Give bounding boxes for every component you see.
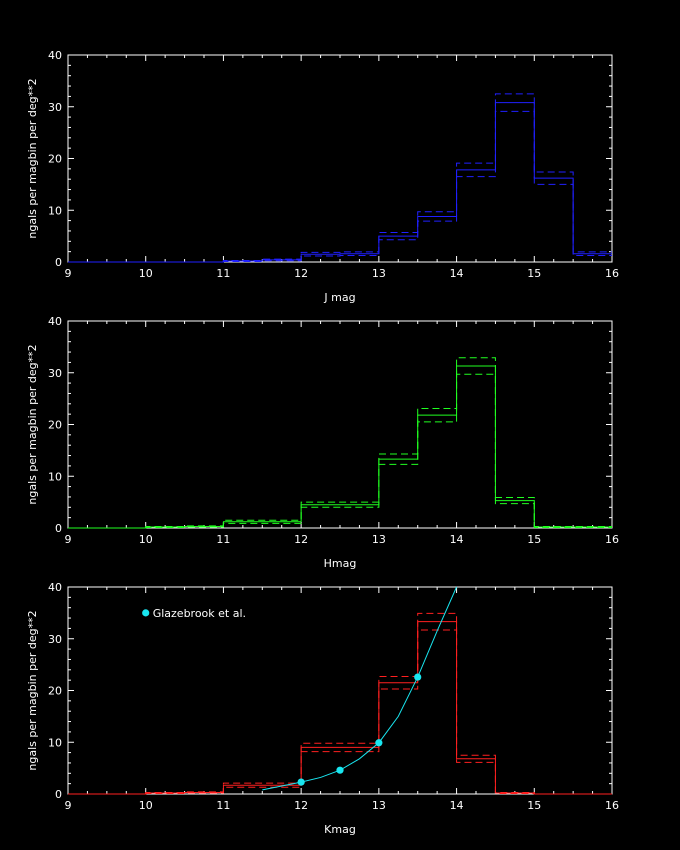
plot-frame [67,586,613,795]
error-band-upper [68,93,612,263]
error-band-lower [68,373,612,529]
error-band-lower [68,110,612,263]
y-tick-label: 20 [48,419,62,432]
y-tick-label: 40 [48,49,62,62]
overlay-point [414,673,422,681]
y-axis-label: ngals per magbin per deg**2 [26,344,39,504]
y-tick-label: 20 [48,685,62,698]
x-tick-label: 16 [605,799,619,812]
y-tick-label: 0 [55,256,62,269]
x-tick-label: 9 [65,799,72,812]
y-tick-label: 10 [48,204,62,217]
legend-marker [142,609,150,617]
plot-frame [67,54,613,263]
x-axis-label: Hmag [324,557,357,570]
x-tick-label: 10 [139,267,153,280]
y-tick-label: 10 [48,736,62,749]
x-tick-label: 15 [527,799,541,812]
y-tick-label: 30 [48,633,62,646]
histogram-series [68,365,612,529]
x-tick-label: 15 [527,533,541,546]
x-tick-label: 16 [605,533,619,546]
y-tick-label: 30 [48,367,62,380]
error-band-upper [68,612,612,795]
x-axis-label: J mag [323,291,355,304]
y-tick-label: 0 [55,788,62,801]
x-tick-label: 14 [450,799,464,812]
x-tick-label: 12 [294,267,308,280]
error-band-lower [68,629,612,795]
overlay-curve [262,586,458,791]
y-tick-label: 0 [55,522,62,535]
x-tick-label: 11 [216,267,230,280]
y-axis-label: ngals per magbin per deg**2 [26,78,39,238]
x-tick-label: 11 [216,799,230,812]
y-tick-label: 10 [48,470,62,483]
x-tick-label: 14 [450,533,464,546]
histogram-series [68,102,612,263]
x-tick-label: 15 [527,267,541,280]
legend-label: Glazebrook et al. [153,607,246,620]
x-tick-label: 16 [605,267,619,280]
x-tick-label: 10 [139,533,153,546]
error-band-upper [68,357,612,529]
y-axis-label: ngals per magbin per deg**2 [26,610,39,770]
x-tick-label: 12 [294,533,308,546]
plot-frame [67,320,613,529]
x-tick-label: 9 [65,533,72,546]
overlay-point [336,766,344,774]
overlay-point [375,739,383,747]
x-axis-label: Kmag [324,823,356,836]
histogram-series [68,621,612,795]
y-tick-label: 20 [48,153,62,166]
x-tick-label: 11 [216,533,230,546]
x-tick-label: 13 [372,267,386,280]
overlay-point [297,778,305,786]
y-tick-label: 30 [48,101,62,114]
x-tick-label: 10 [139,799,153,812]
y-tick-label: 40 [48,581,62,594]
y-tick-label: 40 [48,315,62,328]
x-tick-label: 9 [65,267,72,280]
x-tick-label: 12 [294,799,308,812]
x-tick-label: 14 [450,267,464,280]
x-tick-label: 13 [372,799,386,812]
x-tick-label: 13 [372,533,386,546]
